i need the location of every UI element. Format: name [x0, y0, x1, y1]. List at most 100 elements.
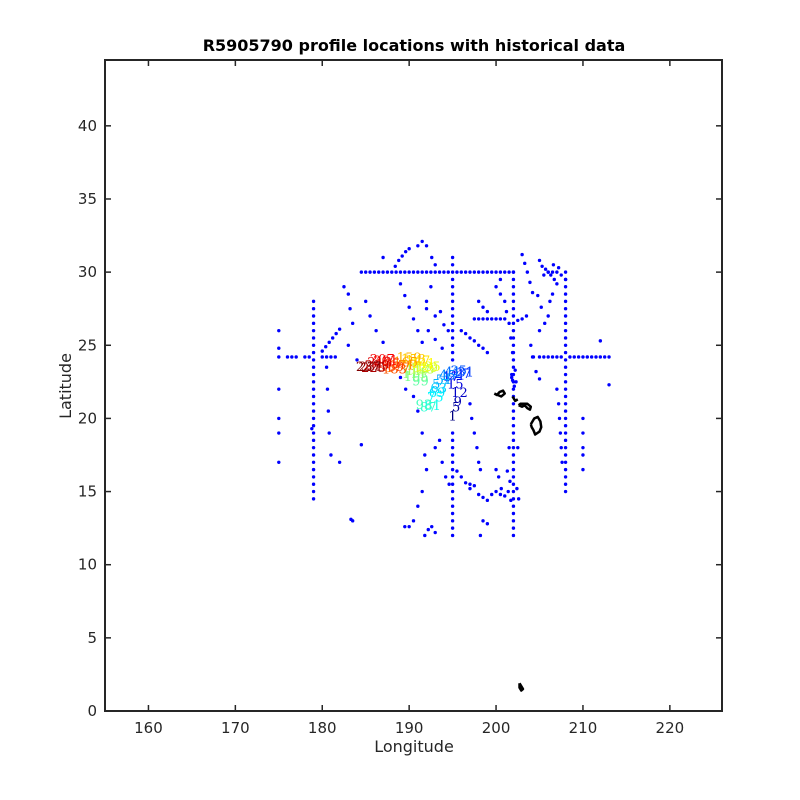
historical-point	[563, 299, 568, 304]
historical-point	[523, 261, 527, 266]
historical-point	[307, 355, 311, 359]
historical-point	[563, 270, 568, 274]
historical-point	[490, 492, 494, 497]
historical-point	[368, 314, 372, 318]
historical-point	[563, 445, 568, 450]
profile-label: 35	[450, 364, 467, 379]
historical-point	[420, 270, 424, 274]
historical-point	[511, 424, 516, 428]
historical-point	[511, 292, 516, 296]
historical-point	[330, 336, 335, 340]
historical-point	[472, 431, 477, 435]
historical-point	[468, 336, 472, 340]
historical-point	[598, 339, 603, 343]
historical-point	[558, 431, 563, 435]
x-axis-label: Longitude	[374, 737, 454, 756]
profile-label: 87	[420, 401, 437, 416]
profile-label: 69	[429, 386, 446, 401]
historical-point	[540, 264, 544, 268]
historical-point	[524, 314, 529, 318]
historical-point	[511, 497, 516, 501]
historical-point	[481, 270, 485, 274]
historical-point	[450, 255, 455, 260]
y-tick-label: 20	[78, 409, 97, 427]
historical-point	[311, 306, 316, 311]
historical-point	[563, 475, 568, 479]
historical-point	[311, 358, 316, 362]
historical-point	[507, 321, 511, 326]
historical-point	[277, 328, 281, 333]
profile-label: 207	[370, 352, 395, 367]
x-tick-label: 200	[482, 719, 511, 737]
historical-point	[390, 270, 394, 274]
historical-point	[450, 475, 455, 479]
historical-point	[324, 355, 329, 359]
historical-point	[450, 431, 455, 435]
historical-point	[450, 497, 455, 501]
historical-point	[403, 387, 408, 391]
historical-point	[476, 270, 481, 274]
historical-point	[490, 317, 494, 321]
historical-point	[310, 426, 314, 431]
historical-point	[563, 277, 568, 282]
historical-point	[326, 409, 331, 413]
profile-label: 195	[376, 357, 401, 372]
profile-label: 27	[455, 367, 472, 382]
historical-point	[450, 277, 455, 282]
historical-point	[320, 355, 324, 359]
historical-point	[424, 299, 429, 304]
historical-point	[511, 350, 516, 355]
x-tick-label: 210	[569, 719, 598, 737]
historical-point	[398, 282, 403, 286]
historical-point	[516, 445, 520, 450]
profile-label: 165	[393, 355, 418, 370]
historical-point	[559, 273, 563, 277]
historical-point	[311, 321, 316, 326]
historical-point	[311, 372, 316, 377]
historical-point	[447, 482, 451, 486]
historical-point	[509, 336, 513, 340]
historical-point	[429, 270, 433, 274]
historical-point	[542, 355, 546, 359]
profile-label: 41	[444, 366, 461, 381]
historical-point	[529, 343, 533, 347]
historical-point	[485, 522, 490, 526]
historical-point	[346, 343, 351, 347]
historical-point	[602, 355, 607, 359]
historical-point	[311, 460, 316, 465]
historical-point	[459, 270, 463, 274]
historical-point	[476, 343, 481, 347]
historical-point	[485, 309, 490, 314]
historical-point	[598, 355, 603, 359]
historical-point	[494, 467, 498, 472]
y-tick-label: 0	[87, 702, 97, 720]
historical-point	[463, 481, 468, 485]
plot-data: 1591215172127313541455157636975818793991…	[277, 239, 611, 692]
historical-point	[476, 299, 481, 304]
historical-point	[515, 486, 519, 491]
historical-point	[563, 292, 568, 296]
historical-point	[516, 497, 521, 501]
profile-label: 51	[436, 373, 453, 388]
historical-point	[472, 484, 477, 488]
historical-point	[429, 285, 433, 289]
historical-point	[403, 270, 407, 274]
historical-point	[511, 438, 516, 443]
historical-point	[311, 416, 316, 421]
profile-label: 75	[427, 390, 444, 405]
historical-point	[416, 270, 420, 274]
historical-point	[485, 350, 490, 355]
historical-point	[450, 306, 455, 311]
historical-point	[581, 431, 585, 435]
historical-point	[385, 270, 390, 274]
historical-point	[478, 533, 483, 538]
historical-point	[563, 394, 568, 399]
historical-point	[496, 475, 501, 479]
profile-label: 15	[447, 377, 464, 392]
historical-point	[403, 293, 407, 298]
historical-point	[511, 475, 516, 479]
historical-point	[416, 328, 420, 333]
historical-point	[511, 387, 516, 391]
historical-point	[563, 372, 568, 377]
profile-label: 153	[401, 352, 426, 367]
